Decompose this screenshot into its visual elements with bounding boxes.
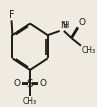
Text: CH₃: CH₃ xyxy=(23,97,37,106)
Text: N: N xyxy=(60,21,67,30)
Text: S: S xyxy=(27,79,33,89)
Text: O: O xyxy=(78,18,85,27)
Text: O: O xyxy=(39,79,46,88)
Text: CH₃: CH₃ xyxy=(81,46,95,55)
Text: F: F xyxy=(9,10,14,20)
Text: H: H xyxy=(63,21,69,30)
Text: O: O xyxy=(14,79,21,88)
